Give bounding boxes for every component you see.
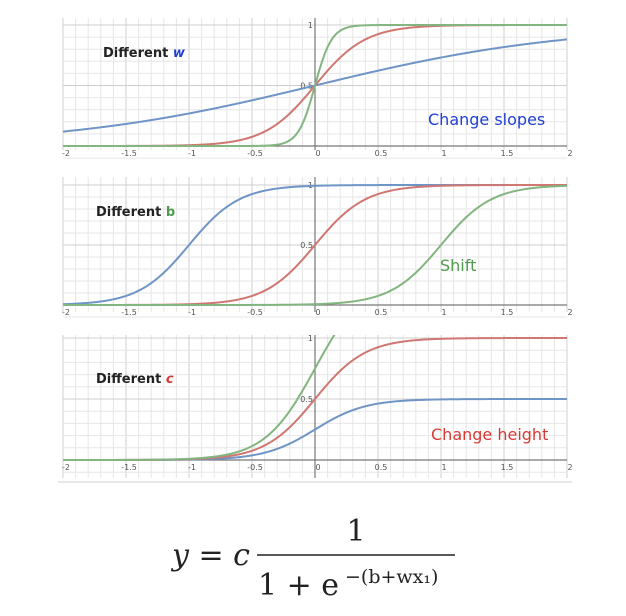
x-tick-label: 1.5: [501, 463, 514, 472]
x-tick-label: 0.5: [375, 308, 388, 317]
x-tick-label: 1: [441, 308, 446, 317]
panel-label: Different w: [103, 46, 186, 61]
formula-numerator: 1: [346, 514, 365, 549]
x-tick-label: -0.5: [247, 308, 263, 317]
x-tick-label: 1.5: [501, 308, 514, 317]
panel-label-text: Different: [96, 205, 166, 220]
x-tick-label: 1.5: [501, 149, 514, 158]
panel-annotation: Shift: [440, 256, 476, 275]
panel-label-symbol: w: [173, 46, 186, 61]
x-tick-label: -1.5: [121, 463, 137, 472]
x-tick-label: -1: [188, 308, 196, 317]
x-tick-label: 0.5: [375, 149, 388, 158]
panel-label-symbol: c: [166, 372, 174, 387]
x-tick-label: -0.5: [247, 463, 263, 472]
x-tick-label: 2: [567, 308, 572, 317]
x-tick-label: -2: [62, 149, 70, 158]
x-tick-label: 1: [441, 149, 446, 158]
x-tick-label: 0: [315, 308, 320, 317]
x-tick-label: 0: [315, 149, 320, 158]
x-tick-label: 1: [441, 463, 446, 472]
y-tick-label: 1: [308, 334, 313, 343]
y-tick-label: 1: [308, 21, 313, 30]
panel-label: Different c: [96, 372, 174, 387]
x-tick-label: -2: [62, 308, 70, 317]
x-tick-label: -1: [188, 149, 196, 158]
panel-annotation: Change height: [431, 425, 548, 444]
x-tick-label: -0.5: [247, 149, 263, 158]
panel-annotation: Change slopes: [428, 110, 545, 129]
x-tick-label: 0: [315, 463, 320, 472]
x-tick-label: -1.5: [121, 149, 137, 158]
x-tick-label: -1: [188, 463, 196, 472]
sigmoid-formula: y = c 1 1 + e −(b+wx₁): [0, 505, 626, 610]
panel-label: Different b: [96, 205, 175, 220]
formula-denominator: 1 + e: [258, 568, 339, 603]
panel-label-text: Different: [96, 372, 166, 387]
panel-label-text: Different: [103, 46, 173, 61]
x-tick-label: 0.5: [375, 463, 388, 472]
x-tick-label: -2: [62, 463, 70, 472]
x-tick-label: 2: [567, 463, 572, 472]
formula-lhs: y = c: [170, 538, 250, 573]
x-tick-label: -1.5: [121, 308, 137, 317]
sigmoid-charts: -2 -1.5 -1 -0.5 0 0.5 1 1.5 2 0.5 1 Different w Chan…: [0, 0, 626, 505]
formula-exponent: −(b+wx₁): [345, 566, 438, 588]
x-tick-label: 2: [567, 149, 572, 158]
panel-label-symbol: b: [166, 205, 175, 220]
